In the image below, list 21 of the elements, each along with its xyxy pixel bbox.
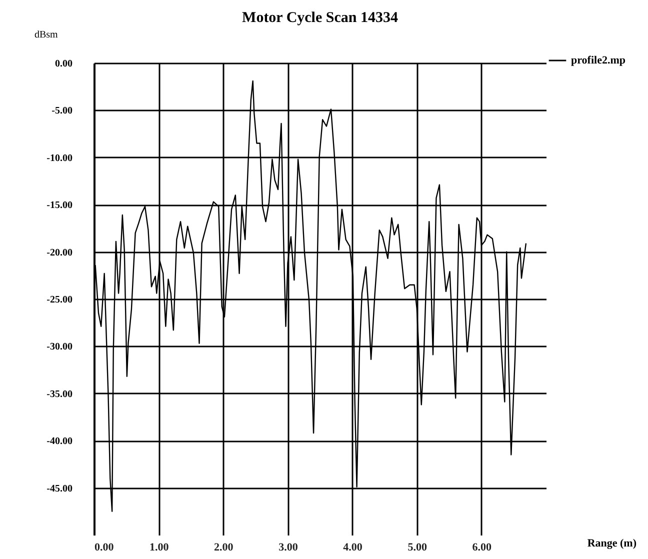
x-axis-title: Range (m) [587, 538, 637, 550]
x-tick-label: 5.00 [408, 542, 428, 554]
x-tick-label: 2.00 [214, 542, 234, 554]
y-tick-label: -5.00 [52, 106, 72, 117]
y-tick-label: -25.00 [46, 294, 72, 306]
y-tick-label: -45.00 [46, 483, 72, 494]
y-axis-title: dBsm [34, 30, 58, 40]
y-tick-label: 0.00 [55, 58, 72, 70]
y-tick-label: -20.00 [46, 247, 72, 258]
x-tick-label: 3.00 [278, 542, 298, 554]
y-tick-label: -10.00 [46, 152, 72, 164]
y-tick-label: -30.00 [46, 342, 72, 353]
x-tick-label: 4.00 [343, 542, 363, 554]
x-tick-label: 6.00 [472, 542, 492, 554]
y-tick-label: -15.00 [46, 200, 72, 212]
x-tick-label: 1.00 [149, 542, 170, 554]
chart-title: Motor Cycle Scan 14334 [242, 10, 398, 26]
y-tick-label: -40.00 [46, 436, 72, 448]
legend-label: profile2.mp [571, 54, 626, 66]
y-tick-label: -35.00 [46, 388, 72, 400]
x-tick-label: 0.00 [94, 542, 114, 554]
